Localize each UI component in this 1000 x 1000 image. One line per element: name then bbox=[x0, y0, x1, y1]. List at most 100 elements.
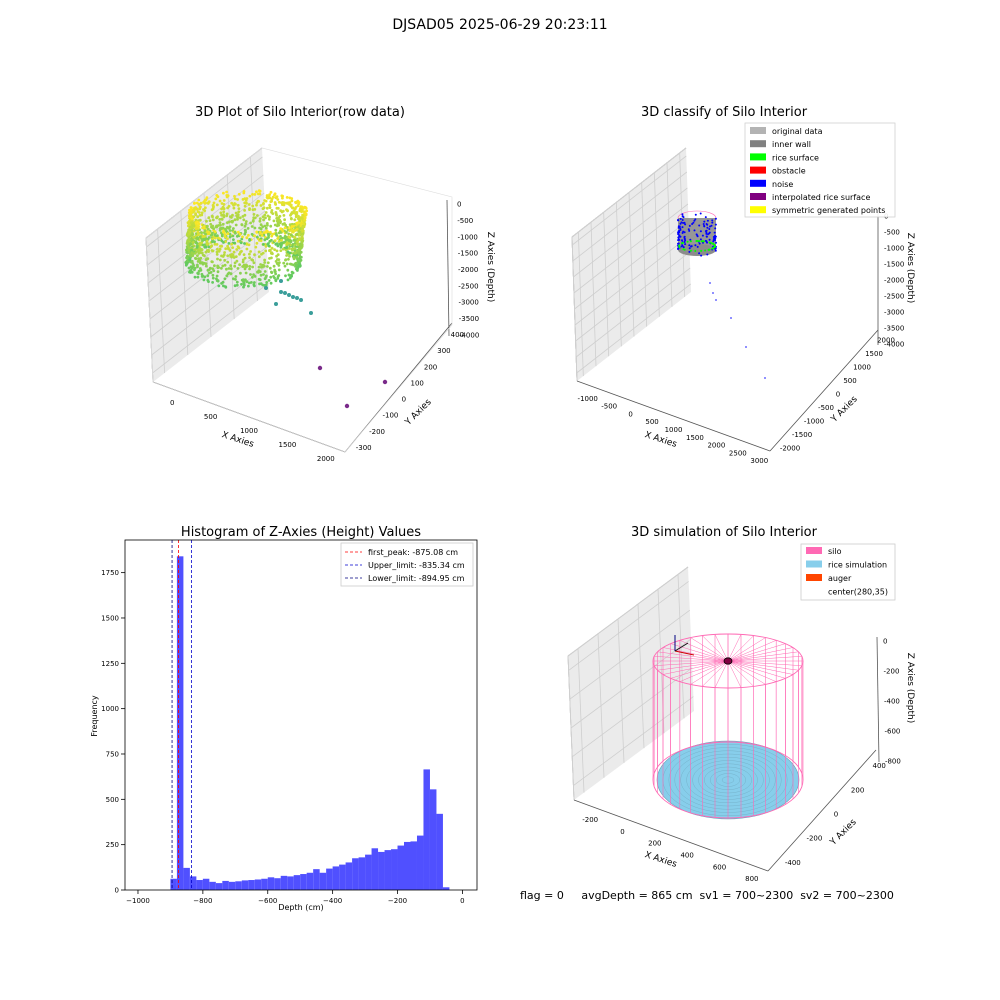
shell-point bbox=[197, 203, 201, 206]
rice-point bbox=[704, 249, 707, 252]
shell-point bbox=[285, 196, 289, 199]
shell-point bbox=[271, 232, 275, 236]
shell-point bbox=[277, 240, 281, 243]
shell-point bbox=[217, 284, 221, 288]
shell-point bbox=[222, 210, 226, 214]
shell-point bbox=[293, 235, 296, 239]
shell-point bbox=[266, 214, 270, 218]
sim-legend-swatch bbox=[806, 560, 822, 568]
shell-point bbox=[201, 226, 205, 230]
shell-point bbox=[269, 190, 273, 194]
shell-point bbox=[220, 266, 223, 270]
noise-point bbox=[681, 215, 684, 218]
shell-point bbox=[188, 225, 192, 229]
shell-point bbox=[197, 251, 201, 255]
shell-point bbox=[192, 215, 196, 219]
noise-point bbox=[708, 231, 711, 234]
shell-point bbox=[264, 211, 268, 214]
shell-point bbox=[287, 238, 291, 242]
hist-xlabel: Depth (cm) bbox=[278, 903, 323, 912]
shell-point bbox=[245, 242, 249, 246]
noise-point bbox=[709, 225, 711, 228]
raw-ytick: 400 bbox=[451, 331, 464, 339]
classify-ytick: -1000 bbox=[804, 417, 824, 425]
shell-point bbox=[224, 227, 227, 231]
raw-ytick: -300 bbox=[356, 444, 372, 452]
shell-point bbox=[294, 206, 298, 209]
shell-point bbox=[290, 233, 293, 237]
shell-point bbox=[204, 232, 207, 236]
silo-roof-wire bbox=[714, 660, 729, 688]
shell-point bbox=[274, 202, 277, 206]
rice-point bbox=[702, 240, 705, 243]
shell-point bbox=[295, 233, 298, 237]
hist-bar bbox=[248, 880, 255, 890]
shell-point bbox=[210, 233, 214, 237]
shell-point bbox=[300, 240, 304, 244]
rice-point bbox=[694, 250, 697, 252]
shell-point bbox=[211, 276, 215, 280]
shell-point bbox=[248, 256, 252, 259]
shell-point bbox=[243, 228, 247, 232]
shell-point bbox=[290, 225, 294, 229]
shell-point bbox=[282, 214, 286, 217]
shell-point bbox=[297, 230, 301, 233]
shell-point bbox=[194, 227, 198, 231]
hist-bar bbox=[313, 869, 320, 890]
shell-point bbox=[207, 231, 211, 234]
shell-point bbox=[222, 214, 226, 218]
noise-point bbox=[681, 239, 683, 242]
shell-point bbox=[206, 242, 210, 246]
noise-point bbox=[712, 292, 714, 294]
shell-point bbox=[192, 235, 196, 239]
shell-point bbox=[247, 233, 250, 237]
hist-frame bbox=[124, 539, 478, 891]
noise-point bbox=[714, 247, 716, 250]
shell-point bbox=[249, 250, 253, 253]
shell-point bbox=[236, 218, 239, 221]
shell-point bbox=[200, 275, 204, 278]
shell-point bbox=[274, 228, 278, 232]
shell-point bbox=[232, 238, 235, 242]
shell-point bbox=[199, 251, 203, 255]
shell-point bbox=[187, 237, 191, 241]
shell-point bbox=[257, 250, 261, 254]
shell-point bbox=[243, 213, 247, 217]
sim-title: 3D simulation of Silo Interior bbox=[631, 525, 818, 540]
shell-point bbox=[206, 227, 210, 231]
hist-bar bbox=[352, 858, 359, 890]
shell-point bbox=[242, 253, 246, 256]
shell-point bbox=[248, 194, 252, 198]
shell-point bbox=[285, 262, 289, 266]
legend-swatch bbox=[750, 127, 766, 134]
hist-legend-label: Upper_limit: -835.34 cm bbox=[368, 561, 465, 570]
shell-point bbox=[191, 254, 195, 258]
shell-point bbox=[293, 218, 297, 222]
raw-ytick: 100 bbox=[411, 379, 424, 387]
shell-point bbox=[197, 198, 201, 202]
noise-point bbox=[683, 238, 686, 241]
hist-ytick-label: 250 bbox=[106, 841, 119, 849]
shell-point bbox=[190, 225, 194, 229]
shell-point bbox=[213, 264, 216, 268]
shell-point bbox=[285, 254, 288, 257]
noise-point bbox=[681, 226, 684, 229]
shell-point bbox=[241, 198, 245, 201]
shell-point bbox=[277, 264, 281, 267]
noise-point bbox=[683, 221, 686, 224]
noise-point bbox=[688, 250, 691, 253]
stray-point bbox=[299, 298, 303, 302]
classify-xtick: 2500 bbox=[729, 449, 747, 457]
shell-point bbox=[295, 263, 298, 267]
classify-chart: 3D classify of Silo Interior-1000-500050… bbox=[571, 105, 915, 465]
shell-point bbox=[272, 219, 276, 223]
shell-point bbox=[195, 207, 199, 211]
raw-ylabel: Y Axies bbox=[403, 397, 434, 428]
raw-ytick: 0 bbox=[402, 396, 406, 404]
shell-point bbox=[264, 216, 267, 220]
shell-point bbox=[233, 194, 236, 198]
noise-point bbox=[715, 299, 717, 301]
shell-point bbox=[243, 224, 247, 228]
rice-point bbox=[700, 240, 703, 243]
stray-point bbox=[309, 311, 313, 315]
